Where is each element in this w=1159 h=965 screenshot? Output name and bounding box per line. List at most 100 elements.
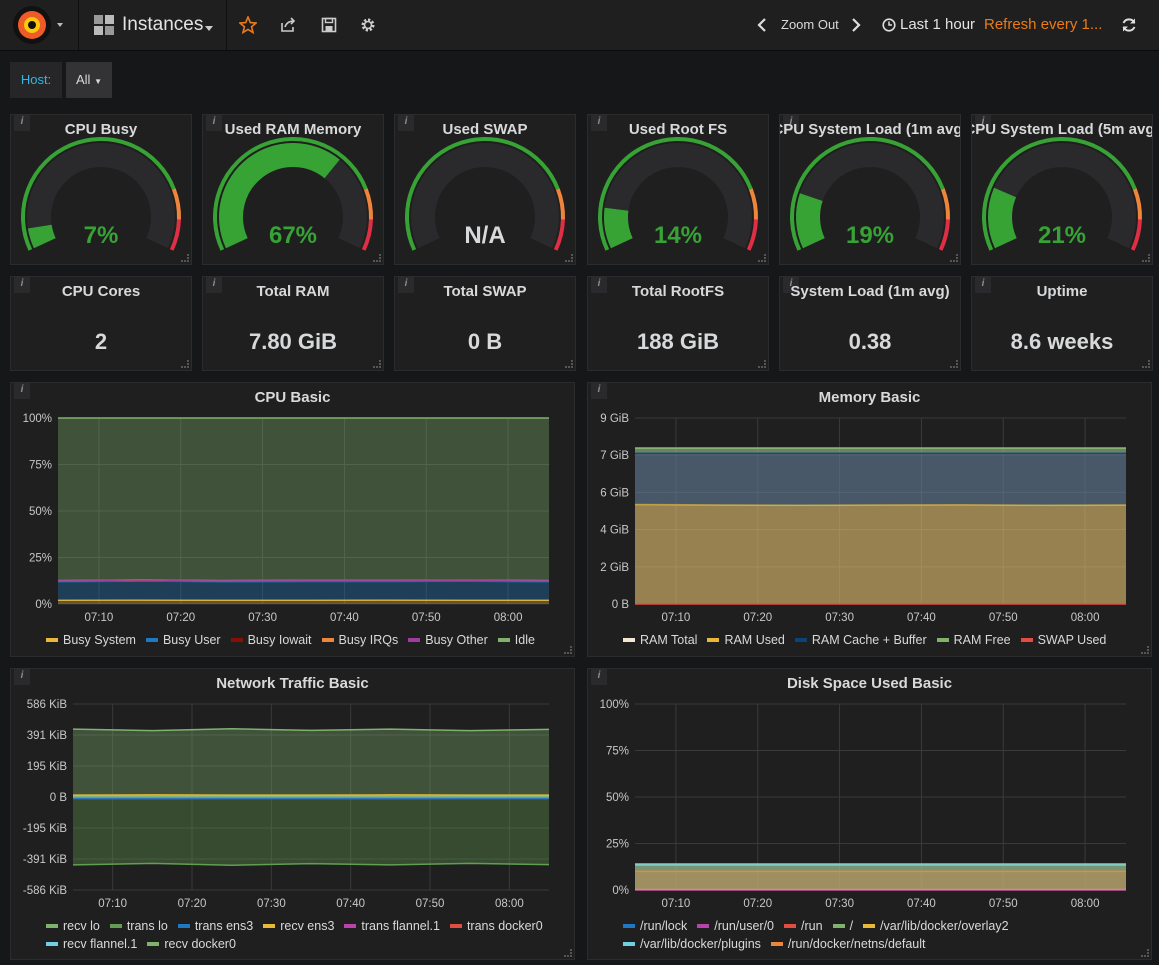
legend-item: recv docker0 xyxy=(147,935,236,953)
gauge-threshold xyxy=(555,188,565,220)
star-icon[interactable] xyxy=(239,16,257,34)
legend-label: recv docker0 xyxy=(164,937,236,951)
area-fill xyxy=(58,580,549,581)
info-icon: i xyxy=(398,115,414,131)
legend-label: /run/docker/netns/default xyxy=(787,937,926,951)
info-icon: i xyxy=(14,115,30,131)
legend-swatch xyxy=(147,942,160,946)
legend-label: RAM Cache + Buffer xyxy=(811,633,927,647)
chart: 0 B 2 GiB 4 GiB 6 GiB 7 GiB 9 GiB 07:10 07:20 07… xyxy=(600,413,1127,624)
panel-title: Total SWAP xyxy=(443,283,527,300)
y-tick-label: 75% xyxy=(29,460,52,472)
legend-label: /var/lib/docker/plugins xyxy=(640,937,761,951)
gauge-threshold xyxy=(982,137,1137,251)
refresh-interval[interactable]: Refresh every 1... xyxy=(984,16,1103,33)
legend-swatch xyxy=(707,638,720,642)
x-tick-label: 07:20 xyxy=(743,898,772,910)
legend-swatch xyxy=(263,924,276,928)
resize-handle xyxy=(565,360,573,368)
gauge-track xyxy=(27,143,175,249)
y-tick-label: 0% xyxy=(35,599,52,611)
panel: i CPU Basic 0% 25% 50% 75% 100% 07:10 07:20 07:30… xyxy=(10,382,575,657)
legend-label: Busy System xyxy=(63,633,136,647)
panel-title: Total RAM xyxy=(256,283,330,300)
legend-swatch xyxy=(321,638,334,642)
save-icon[interactable] xyxy=(321,17,337,33)
legend-swatch xyxy=(344,924,357,928)
gauge-threshold xyxy=(361,219,373,251)
panel: i Total SWAP 0 B xyxy=(394,276,576,371)
legend-label: trans lo xyxy=(126,919,168,933)
series-line xyxy=(57,579,550,582)
legend-swatch xyxy=(623,638,635,642)
y-tick-label: 50% xyxy=(29,506,52,518)
resize-handle xyxy=(564,949,572,957)
panel-title-box: Disk Space Used Basic xyxy=(588,675,1151,695)
refresh-icon[interactable] xyxy=(1121,17,1137,33)
legend-swatch xyxy=(697,924,710,928)
x-tick-label: 07:50 xyxy=(416,898,445,910)
gauge-value xyxy=(27,224,56,249)
panel-title-box: CPU Busy xyxy=(11,121,191,141)
gauge: 7% xyxy=(21,137,181,251)
grafana-logo[interactable] xyxy=(12,5,67,45)
panel: i Used SWAP N/A xyxy=(394,114,576,265)
legend-item: /var/lib/docker/plugins xyxy=(623,935,761,953)
gauge-value-label: 19% xyxy=(846,222,894,249)
resize-handle xyxy=(950,254,958,262)
y-tick-label: -195 KiB xyxy=(23,823,67,835)
panel-title: CPU Basic xyxy=(254,389,331,406)
legend-swatch xyxy=(770,942,783,946)
x-tick-label: 07:40 xyxy=(907,898,936,910)
settings-icon[interactable] xyxy=(360,17,376,33)
zoom-forward-icon[interactable] xyxy=(851,17,861,33)
x-tick-label: 07:50 xyxy=(989,612,1018,624)
legend-label: / xyxy=(849,919,854,933)
x-tick-label: 07:50 xyxy=(412,612,441,624)
info-icon: i xyxy=(591,669,607,685)
series-line xyxy=(57,579,550,582)
area-fill xyxy=(58,580,549,582)
series-line xyxy=(57,580,550,583)
x-tick-label: 08:00 xyxy=(494,612,523,624)
gauge-track xyxy=(988,143,1136,249)
area-fill xyxy=(58,581,549,601)
stat-value: 188 GiB xyxy=(637,329,719,354)
panel: i Memory Basic 0 B 2 GiB 4 GiB 6 GiB 7 GiB 9 Gi… xyxy=(587,382,1152,657)
panel: i CPU Cores 2 xyxy=(10,276,192,371)
legend-swatch xyxy=(863,924,876,928)
legend-item: /run xyxy=(784,917,823,935)
legend-swatch xyxy=(794,638,807,642)
info-icon: i xyxy=(975,115,991,131)
area-fill xyxy=(635,504,1126,604)
dashboard-title[interactable]: Instances xyxy=(122,14,204,35)
x-tick-label: 07:50 xyxy=(989,898,1018,910)
area-fill xyxy=(635,889,1126,890)
resize-handle xyxy=(1142,254,1150,262)
legend-label: recv lo xyxy=(63,919,100,933)
panel-title: Uptime xyxy=(1036,283,1088,300)
legend-label: Busy IRQs xyxy=(338,633,399,647)
zoom-out[interactable]: Zoom Out xyxy=(781,17,839,32)
variable-dropdown[interactable]: All ▼ xyxy=(66,62,112,98)
legend-label: RAM Free xyxy=(953,633,1011,647)
legend-swatch xyxy=(449,924,462,928)
x-tick-label: 07:10 xyxy=(85,612,114,624)
x-tick-label: 07:30 xyxy=(825,898,854,910)
y-tick-label: 195 KiB xyxy=(27,761,68,773)
y-tick-label: 100% xyxy=(600,699,629,711)
time-range[interactable]: Last 1 hour xyxy=(900,16,976,33)
zoom-back-icon[interactable] xyxy=(757,17,767,33)
legend-item: RAM Free xyxy=(936,631,1011,649)
legend-swatch xyxy=(46,638,58,642)
resize-handle xyxy=(1142,360,1150,368)
resize-handle xyxy=(373,360,381,368)
panel: i Used RAM Memory 67% xyxy=(202,114,384,265)
x-tick-label: 07:40 xyxy=(907,612,936,624)
panel-title: Used SWAP xyxy=(442,121,528,138)
gauge: 67% xyxy=(213,137,373,251)
legend-item: Busy System xyxy=(46,631,136,649)
gauge: 14% xyxy=(598,137,758,251)
share-icon[interactable] xyxy=(280,17,296,33)
x-tick-label: 07:40 xyxy=(330,612,359,624)
